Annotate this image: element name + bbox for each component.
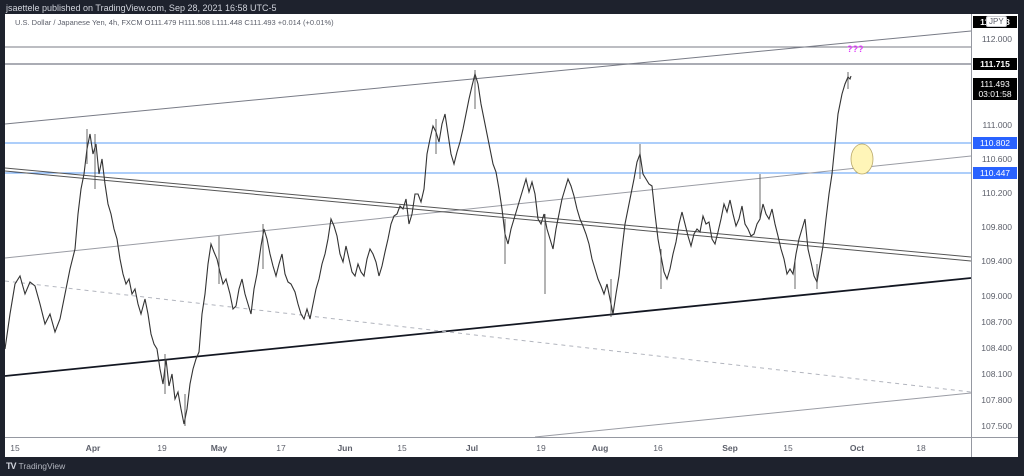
price-label-blue-upper: 110.802 — [973, 137, 1017, 149]
time-tick: May — [210, 443, 228, 453]
price-tick: 108.400 — [981, 343, 1012, 353]
trendline-middle-rising — [5, 155, 971, 259]
price-axis[interactable]: 112.000 111.000 110.600 110.200 109.800 … — [971, 14, 1018, 437]
time-tick: 15 — [783, 443, 793, 453]
time-tick: 19 — [536, 443, 546, 453]
current-price: 111.493 — [980, 79, 1010, 89]
candle-wicks — [86, 70, 849, 426]
time-tick: Apr — [85, 443, 101, 453]
chart-panel[interactable]: U.S. Dollar / Japanese Yen, 4h, FXCM O11… — [5, 14, 1018, 457]
price-tick: 109.400 — [981, 256, 1012, 266]
currency-tag[interactable]: JPY — [986, 16, 1007, 27]
footer-branding[interactable]: TV TradingView — [6, 461, 65, 471]
time-tick: Aug — [591, 443, 609, 453]
trendline-falling-b — [5, 170, 971, 262]
price-label-blue-lower: 110.447 — [973, 167, 1017, 179]
current-price-label: 111.493 03:01:58 — [973, 78, 1017, 100]
price-tick: 109.800 — [981, 222, 1012, 232]
price-series — [5, 71, 852, 425]
time-tick: 15 — [397, 443, 407, 453]
publish-info: jsaettele published on TradingView.com, … — [6, 3, 277, 13]
time-tick: 15 — [10, 443, 20, 453]
bar-countdown: 03:01:58 — [978, 89, 1012, 99]
highlight-ellipse — [850, 143, 874, 175]
time-tick: 16 — [653, 443, 663, 453]
price-tick: 110.600 — [981, 154, 1012, 164]
time-tick: Oct — [849, 443, 865, 453]
trendline-falling-a — [5, 167, 971, 258]
trendline-upper-rising — [5, 30, 971, 125]
symbol-legend: U.S. Dollar / Japanese Yen, 4h, FXCM O11… — [15, 18, 334, 27]
trendline-lower-rising — [534, 392, 971, 437]
time-tick: Sep — [722, 443, 738, 453]
brand-name: TradingView — [18, 461, 66, 471]
time-tick: 19 — [157, 443, 167, 453]
price-tick: 112.000 — [981, 34, 1012, 44]
price-plot[interactable] — [5, 14, 971, 437]
price-tick: 111.000 — [982, 120, 1012, 130]
price-tick: 108.700 — [981, 317, 1012, 327]
time-tick: 17 — [276, 443, 286, 453]
price-tick: 107.500 — [981, 421, 1012, 431]
time-tick: Jul — [465, 443, 479, 453]
axis-corner — [971, 437, 1018, 457]
tradingview-logo-icon: TV — [6, 461, 16, 471]
time-tick: 18 — [916, 443, 926, 453]
time-tick: Jun — [337, 443, 353, 453]
time-axis[interactable]: 15 Apr 19 May 17 Jun 15 Jul 19 Aug 16 Se… — [5, 437, 1018, 457]
price-tick: 109.000 — [981, 291, 1012, 301]
question-marks-annotation: ??? — [847, 44, 864, 54]
price-tick: 108.100 — [981, 369, 1012, 379]
price-tick: 110.200 — [981, 188, 1012, 198]
trendline-dashed — [5, 280, 971, 393]
price-tick: 107.800 — [981, 395, 1012, 405]
price-label-resistance: 111.715 — [973, 58, 1017, 70]
